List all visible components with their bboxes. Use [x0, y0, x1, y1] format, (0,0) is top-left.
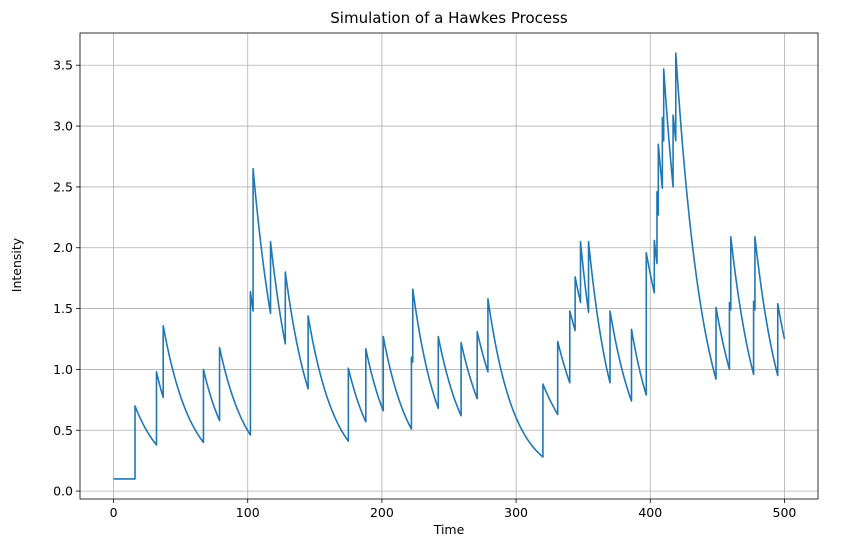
x-tick-label: 500	[773, 505, 797, 520]
x-tick-label: 0	[110, 505, 118, 520]
y-tick-label: 3.5	[53, 58, 73, 73]
x-tick-label: 300	[504, 505, 528, 520]
axes	[79, 32, 819, 500]
x-tick-label: 200	[370, 505, 394, 520]
ticks: 0 100 200 300 400 500 0.0 0.5 1.0 1.5 2.0 2.5 3.0 3.5	[53, 58, 796, 520]
y-tick-label: 2.5	[53, 179, 73, 194]
y-tick-label: 0.0	[53, 484, 73, 499]
x-tick-label: 100	[236, 505, 260, 520]
series-layer	[113, 52, 786, 480]
y-tick-label: 2.0	[53, 240, 73, 255]
x-axis-label: Time	[433, 522, 465, 537]
y-tick-label: 1.0	[53, 362, 73, 377]
chart-title: Simulation of a Hawkes Process	[330, 9, 568, 27]
y-tick-label: 0.5	[53, 423, 73, 438]
plot-frame	[79, 32, 819, 500]
y-tick-label: 1.5	[53, 301, 73, 316]
grid	[80, 33, 818, 499]
y-tick-label: 3.0	[53, 119, 73, 134]
x-tick-label: 400	[638, 505, 662, 520]
intensity-series-line	[113, 52, 786, 480]
y-axis-label: Intensity	[9, 237, 24, 292]
